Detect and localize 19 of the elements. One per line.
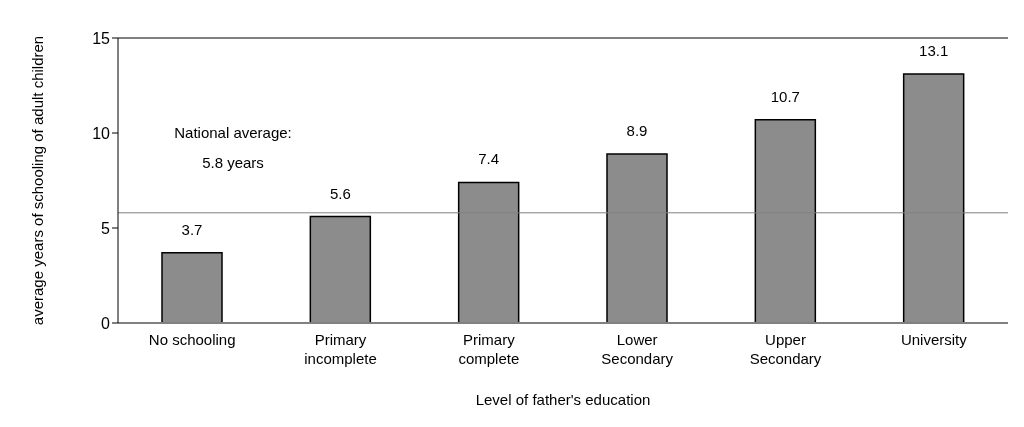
data-label: 8.9 [626,121,648,139]
y-tick-label: 5 [101,219,111,237]
data-label: 10.7 [770,87,800,105]
y-tick-label: 15 [92,29,111,47]
x-tick-label: No schooling [148,331,236,348]
y-tick-label: 0 [101,314,111,332]
data-label: 3.7 [181,220,203,238]
x-tick-label: Primary incomplete [304,331,377,367]
x-tick-label: Primary complete [458,331,520,367]
x-tick-label: Lower Secondary [601,331,674,367]
x-tick-label: University [900,331,968,348]
x-axis-title: Level of father's education [475,391,651,408]
y-tick-label: 10 [92,124,111,142]
ref-line-label: National average: 5.8 years [174,123,292,171]
y-axis-title: average years of schooling of adult children [29,35,47,326]
x-tick-label: Upper Secondary [749,331,822,367]
data-label: 7.4 [478,150,500,168]
data-label: 5.6 [329,184,351,202]
data-label: 13.1 [919,42,949,60]
